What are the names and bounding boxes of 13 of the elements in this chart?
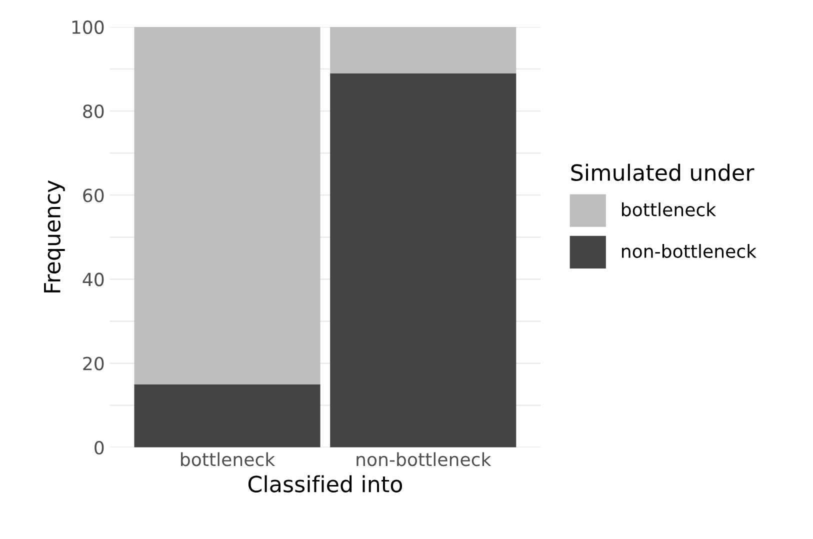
x-axis-title: Classified into: [248, 475, 402, 492]
legend-label: bottleneck: [622, 202, 716, 216]
legend-title: Simulated under: [571, 164, 754, 181]
y-tick-label: 100: [72, 20, 104, 34]
y-axis-title: Frequency: [44, 180, 65, 292]
y-tick-label: 40: [82, 272, 104, 286]
y-tick-label: 80: [83, 104, 104, 118]
legend-label: non-bottleneck: [622, 244, 756, 258]
y-tick-label: 0: [94, 440, 104, 454]
y-tick-label: 20: [83, 356, 104, 370]
bar: [330, 26, 516, 74]
y-tick-label: 60: [83, 188, 104, 202]
bar: [134, 384, 320, 448]
